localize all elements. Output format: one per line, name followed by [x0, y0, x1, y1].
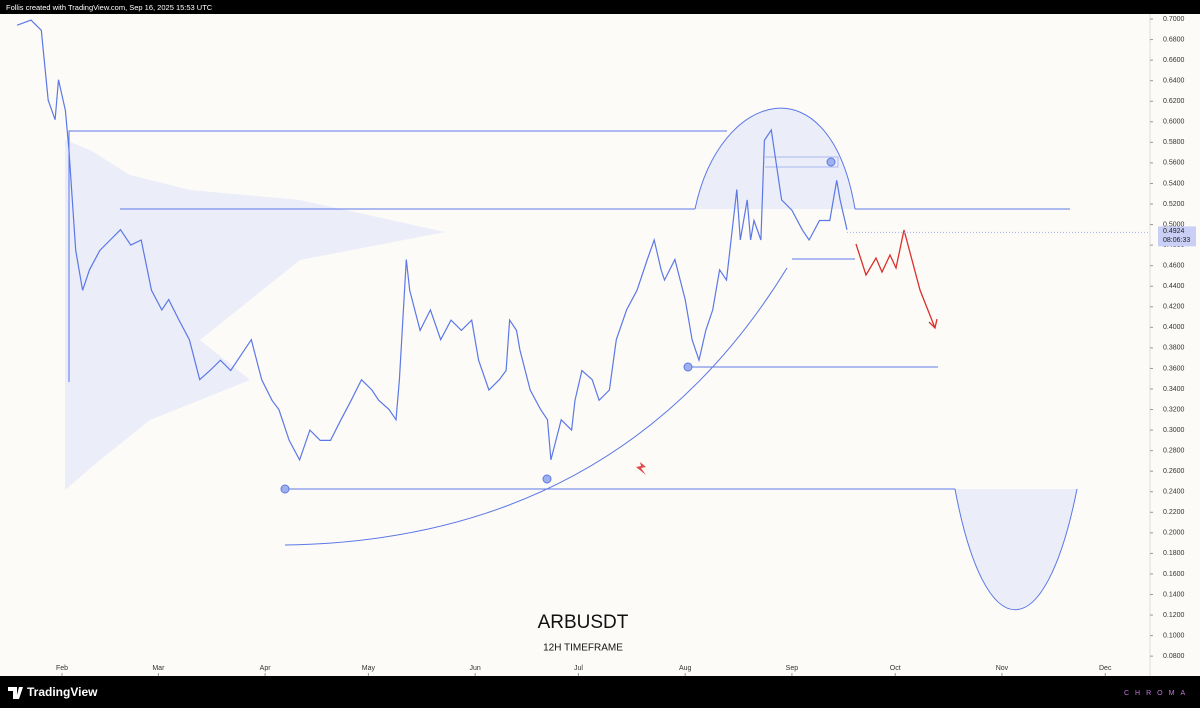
y-tick-label: 0.2400	[1163, 489, 1185, 496]
x-tick-label: Jun	[470, 665, 481, 672]
y-tick-label: 0.3200	[1163, 406, 1185, 413]
x-tick-label: Nov	[996, 665, 1009, 672]
y-tick-label: 0.1800	[1163, 550, 1185, 557]
x-tick-label: Apr	[260, 665, 272, 672]
markers	[280, 157, 836, 494]
marker	[280, 484, 290, 494]
y-tick-label: 0.1400	[1163, 591, 1185, 598]
y-tick-label: 0.1600	[1163, 571, 1185, 578]
marker	[826, 157, 836, 167]
y-tick-label: 0.5200	[1163, 201, 1185, 208]
countdown: 08:06:33	[1163, 237, 1190, 244]
y-tick-label: 0.0800	[1163, 653, 1185, 660]
y-tick-label: 0.3800	[1163, 345, 1185, 352]
y-tick-label: 0.6400	[1163, 78, 1185, 85]
header-bar	[0, 0, 1200, 14]
projection-arrow	[855, 229, 936, 329]
curve	[284, 267, 788, 546]
signature: CHROMA	[1124, 690, 1191, 697]
y-tick-label: 0.2800	[1163, 447, 1185, 454]
y-tick-label: 0.4000	[1163, 324, 1185, 331]
footer-bar	[0, 676, 1200, 708]
y-tick-label: 0.5800	[1163, 139, 1185, 146]
x-tick-label: Sep	[786, 665, 799, 672]
volume-profile	[65, 140, 445, 490]
bowl	[954, 488, 1078, 611]
y-tick-label: 0.5000	[1163, 221, 1185, 228]
y-tick-label: 0.2600	[1163, 468, 1185, 475]
y-tick-label: 0.5400	[1163, 180, 1185, 187]
last-price-tag	[1158, 226, 1196, 247]
x-tick-label: May	[362, 665, 376, 672]
y-tick-label: 0.6000	[1163, 119, 1185, 126]
x-tick-label: Oct	[890, 665, 901, 672]
lightning-icon	[636, 462, 646, 475]
chart-title: ARBUSDT	[538, 612, 629, 633]
y-tick-label: 0.1200	[1163, 612, 1185, 619]
y-tick-label: 0.3600	[1163, 365, 1185, 372]
x-tick-label: Dec	[1099, 665, 1112, 672]
y-tick-label: 0.3000	[1163, 427, 1185, 434]
chart-subtitle: 12H TIMEFRAME	[543, 643, 623, 654]
y-tick-label: 0.6800	[1163, 36, 1185, 43]
brand-logo	[8, 687, 23, 699]
last-price-label: 0.4924	[1163, 228, 1185, 235]
marker	[683, 362, 693, 372]
x-tick-label: Feb	[56, 665, 68, 672]
y-tick-label: 0.1000	[1163, 632, 1185, 639]
marker	[542, 474, 552, 484]
price-line	[16, 19, 848, 462]
y-tick-label: 0.5600	[1163, 160, 1185, 167]
y-tick-label: 0.4400	[1163, 283, 1185, 290]
y-tick-label: 0.4200	[1163, 304, 1185, 311]
x-tick-label: Jul	[574, 665, 583, 672]
header-credit: Follis created with TradingView.com, Sep…	[6, 3, 213, 12]
brand: TradingView	[27, 685, 98, 699]
arrow-head	[928, 318, 938, 330]
y-tick-label: 0.7000	[1163, 16, 1185, 23]
y-tick-label: 0.6600	[1163, 57, 1185, 64]
range-line	[68, 130, 727, 382]
y-tick-label: 0.2200	[1163, 509, 1185, 516]
x-tick-label: Mar	[152, 665, 165, 672]
x-tick-label: Aug	[679, 665, 692, 672]
y-tick-label: 0.4600	[1163, 263, 1185, 270]
y-tick-label: 0.2000	[1163, 530, 1185, 537]
y-tick-label: 0.3400	[1163, 386, 1185, 393]
y-tick-label: 0.6200	[1163, 98, 1185, 105]
